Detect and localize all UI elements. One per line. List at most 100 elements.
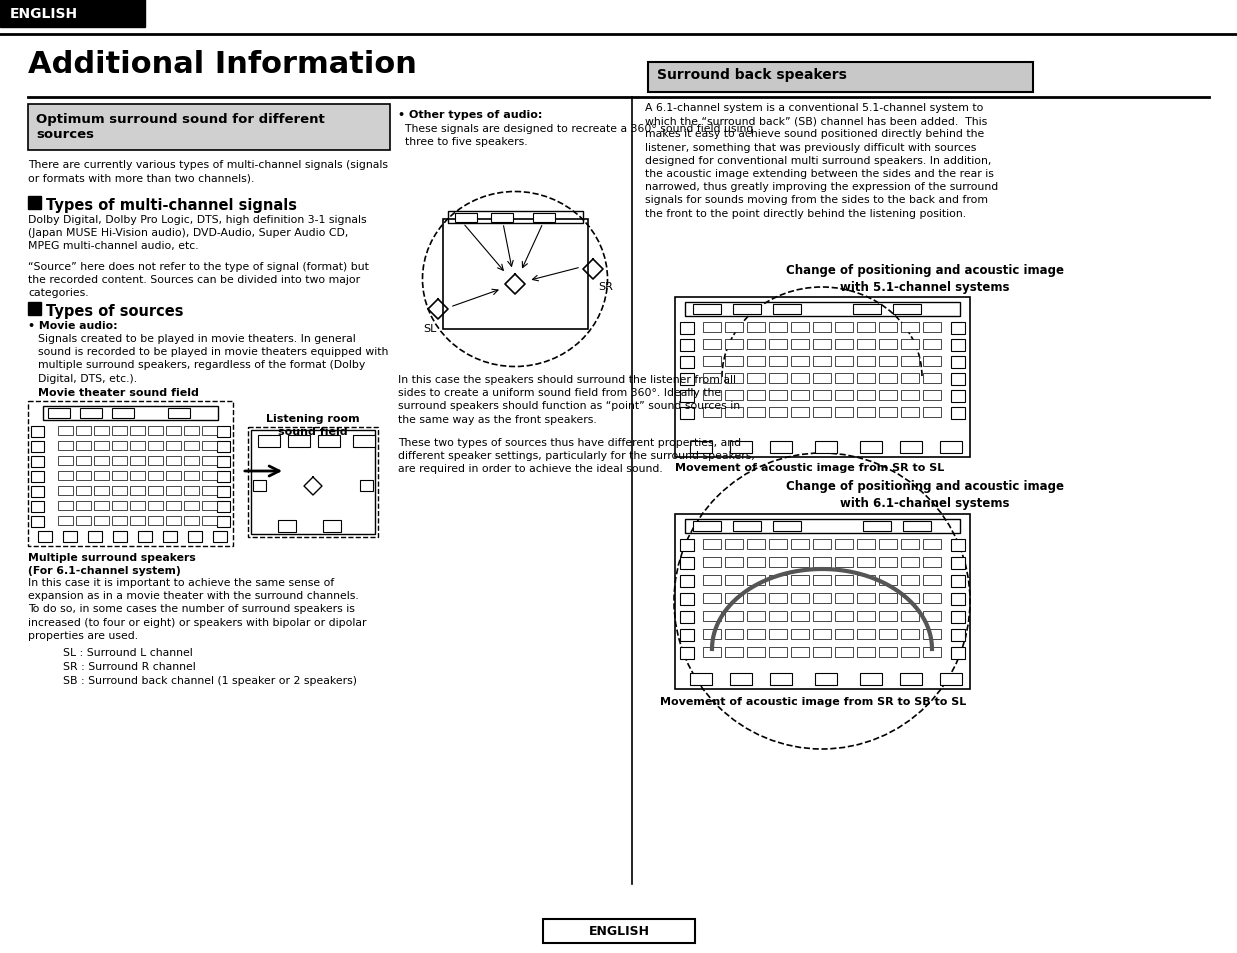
Bar xyxy=(901,374,919,384)
Bar xyxy=(725,539,743,550)
Bar xyxy=(880,558,897,567)
Bar xyxy=(901,539,919,550)
Bar xyxy=(113,486,127,496)
Bar xyxy=(216,486,230,497)
Bar xyxy=(857,408,875,417)
Text: Optimum surround sound for different: Optimum surround sound for different xyxy=(36,112,325,126)
Bar xyxy=(901,629,919,639)
Bar xyxy=(213,532,228,542)
Bar xyxy=(880,391,897,400)
Bar xyxy=(790,391,809,400)
Bar xyxy=(58,472,73,480)
Bar xyxy=(94,472,109,480)
Bar xyxy=(813,391,831,400)
Bar xyxy=(951,629,965,641)
Bar xyxy=(58,427,73,436)
Bar xyxy=(730,441,752,454)
Bar xyxy=(680,408,694,419)
Bar xyxy=(80,409,101,418)
Bar xyxy=(857,576,875,585)
Bar xyxy=(880,629,897,639)
Bar xyxy=(353,436,375,448)
Bar xyxy=(58,501,73,511)
Bar xyxy=(901,673,922,685)
Bar xyxy=(184,501,199,511)
Bar xyxy=(940,441,962,454)
Bar xyxy=(254,480,266,492)
Text: Change of positioning and acoustic image
with 6.1-channel systems: Change of positioning and acoustic image… xyxy=(785,479,1064,510)
Bar xyxy=(680,374,694,386)
Bar xyxy=(747,647,764,658)
Bar xyxy=(747,356,764,367)
Bar xyxy=(725,339,743,350)
Bar xyxy=(148,472,163,480)
Bar xyxy=(857,539,875,550)
Bar xyxy=(854,305,881,314)
Bar xyxy=(31,517,45,527)
Bar xyxy=(769,612,787,621)
Text: SL : Surround L channel: SL : Surround L channel xyxy=(63,647,193,658)
Bar xyxy=(148,441,163,451)
Text: Dolby Digital, Dolby Pro Logic, DTS, high definition 3-1 signals
(Japan MUSE Hi-: Dolby Digital, Dolby Pro Logic, DTS, hig… xyxy=(28,214,366,252)
Bar xyxy=(923,356,941,367)
Bar xyxy=(769,391,787,400)
Bar xyxy=(680,612,694,623)
Bar xyxy=(94,427,109,436)
Bar xyxy=(113,456,127,465)
Bar xyxy=(202,441,216,451)
Text: Movement of acoustic image from SR to SB to SL: Movement of acoustic image from SR to SB… xyxy=(661,697,966,706)
Bar xyxy=(216,441,230,453)
Bar xyxy=(769,339,787,350)
Bar xyxy=(857,594,875,603)
Bar xyxy=(202,517,216,525)
Bar xyxy=(703,647,721,658)
Bar xyxy=(360,480,374,492)
Bar xyxy=(247,428,379,537)
Text: Surround back speakers: Surround back speakers xyxy=(657,68,847,82)
Bar xyxy=(901,391,919,400)
Bar xyxy=(880,539,897,550)
Bar xyxy=(835,558,854,567)
Bar xyxy=(747,576,764,585)
Bar xyxy=(747,558,764,567)
Bar xyxy=(901,576,919,585)
Bar xyxy=(901,441,922,454)
Bar xyxy=(443,220,588,330)
Bar xyxy=(725,323,743,333)
Text: SR: SR xyxy=(597,282,612,292)
Bar xyxy=(130,441,145,451)
Bar xyxy=(951,647,965,659)
Bar xyxy=(690,441,713,454)
Bar xyxy=(835,612,854,621)
Bar xyxy=(680,629,694,641)
Bar xyxy=(923,594,941,603)
Bar xyxy=(923,558,941,567)
Bar xyxy=(703,558,721,567)
Bar xyxy=(901,408,919,417)
Bar xyxy=(148,427,163,436)
Bar xyxy=(923,647,941,658)
Bar xyxy=(680,647,694,659)
Bar xyxy=(835,356,854,367)
Bar xyxy=(113,409,134,418)
Bar xyxy=(703,539,721,550)
Bar xyxy=(790,408,809,417)
Bar xyxy=(202,486,216,496)
Bar xyxy=(860,441,882,454)
Text: Movie theater sound field: Movie theater sound field xyxy=(38,388,199,397)
Bar xyxy=(813,612,831,621)
Bar xyxy=(813,374,831,384)
Bar xyxy=(951,576,965,587)
Text: In this case it is important to achieve the same sense of
expansion as in a movi: In this case it is important to achieve … xyxy=(28,578,366,640)
Bar xyxy=(923,374,941,384)
Bar xyxy=(31,456,45,468)
Bar xyxy=(130,501,145,511)
Bar xyxy=(58,517,73,525)
Bar xyxy=(130,517,145,525)
Bar xyxy=(75,486,92,496)
Bar xyxy=(148,501,163,511)
Bar xyxy=(747,391,764,400)
Bar xyxy=(680,576,694,587)
Bar xyxy=(703,374,721,384)
Bar xyxy=(184,441,199,451)
